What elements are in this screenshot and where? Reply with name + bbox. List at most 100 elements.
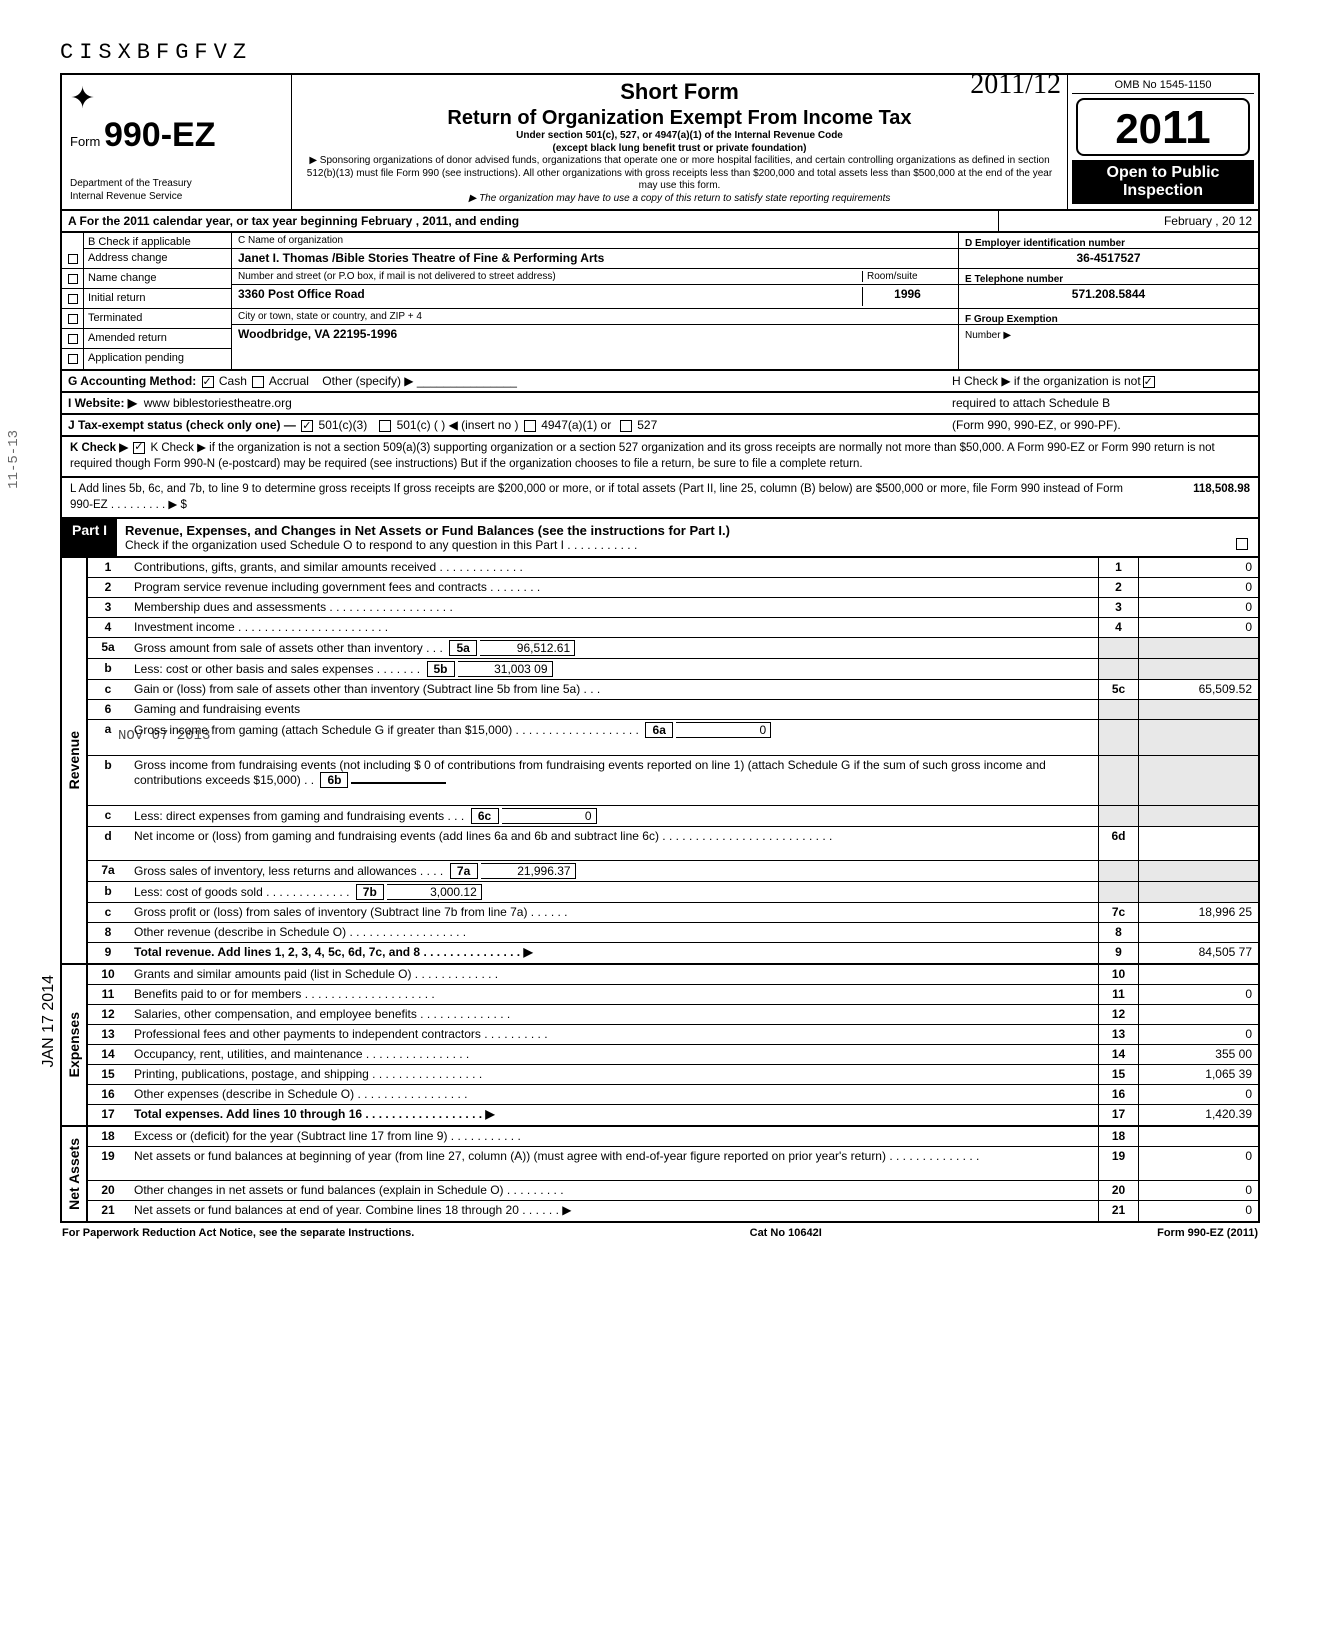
part-1-header: Part I Revenue, Expenses, and Changes in…	[60, 519, 1260, 558]
checkbox-501c3[interactable]	[301, 420, 313, 432]
form-number: 990-EZ	[104, 116, 216, 154]
line-5b-box	[1098, 659, 1138, 679]
f-label: F Group Exemption	[965, 314, 1058, 325]
line-19-desc: Net assets or fund balances at beginning…	[128, 1147, 1098, 1180]
part-1-label: Part I	[62, 519, 117, 556]
checkbox-initial-return[interactable]	[68, 294, 78, 304]
short-form-title: Short Form	[300, 79, 1059, 105]
line-6c-num: c	[88, 806, 128, 826]
line-1-desc: Contributions, gifts, grants, and simila…	[128, 558, 1098, 577]
line-16-box: 16	[1098, 1085, 1138, 1104]
line-8-box: 8	[1098, 923, 1138, 942]
form-header: ✦ Form 990-EZ Department of the Treasury…	[60, 73, 1260, 211]
line-13-box: 13	[1098, 1025, 1138, 1044]
org-address: 3360 Post Office Road	[238, 287, 862, 306]
line-i: I Website: ▶ www biblestoriestheatre.org…	[60, 393, 1260, 415]
line-20-desc: Other changes in net assets or fund bala…	[128, 1181, 1098, 1200]
other-specify: Other (specify) ▶	[322, 374, 413, 388]
line-15-val: 1,065 39	[1138, 1065, 1258, 1084]
line-1-num: 1	[88, 558, 128, 577]
line-21-num: 21	[88, 1201, 128, 1221]
line-19-num: 19	[88, 1147, 128, 1180]
org-room: 1996	[862, 287, 952, 306]
checkbox-name-change[interactable]	[68, 274, 78, 284]
header-sub4: ▶ The organization may have to use a cop…	[469, 193, 891, 204]
form-ref: (Form 990, 990-EZ, or 990-PF).	[952, 418, 1252, 432]
phone: 571.208.5844	[1072, 287, 1145, 301]
527-label: 527	[637, 418, 657, 432]
checkbox-4947[interactable]	[524, 420, 536, 432]
revenue-side-label: Revenue	[60, 558, 86, 965]
line-9-val: 84,505 77	[1138, 943, 1258, 963]
line-7a-val	[1138, 861, 1258, 881]
line-12-desc: Salaries, other compensation, and employ…	[128, 1005, 1098, 1024]
line-7a-box	[1098, 861, 1138, 881]
line-15-num: 15	[88, 1065, 128, 1084]
line-5b-desc: Less: cost or other basis and sales expe…	[128, 659, 1098, 679]
line-8-desc: Other revenue (describe in Schedule O) .…	[128, 923, 1098, 942]
checkbox-address-change[interactable]	[68, 254, 78, 264]
org-name: Janet I. Thomas /Bible Stories Theatre o…	[238, 251, 604, 266]
row-a-text: A For the 2011 calendar year, or tax yea…	[68, 214, 519, 228]
line-7b-desc: Less: cost of goods sold . . . . . . . .…	[128, 882, 1098, 902]
501c3-label: 501(c)(3)	[319, 418, 368, 432]
return-title: Return of Organization Exempt From Incom…	[300, 107, 1059, 130]
line-11-desc: Benefits paid to or for members . . . . …	[128, 985, 1098, 1004]
form-prefix: Form	[70, 134, 100, 149]
line-5a-num: 5a	[88, 638, 128, 658]
line-5b-val	[1138, 659, 1258, 679]
checkbox-k[interactable]	[133, 442, 145, 454]
line-6b-desc: Gross income from fundraising events (no…	[128, 756, 1098, 805]
footer-mid: Cat No 10642I	[750, 1227, 822, 1239]
line-7c-val: 18,996 25	[1138, 903, 1258, 922]
checkbox-terminated[interactable]	[68, 314, 78, 324]
label-terminated: Terminated	[84, 309, 231, 329]
checkbox-schedule-o[interactable]	[1236, 538, 1248, 550]
expenses-side-label: Expenses JAN 17 2014	[60, 965, 86, 1127]
i-label: I Website: ▶	[68, 396, 137, 410]
501c-label: 501(c) ( ) ◀ (insert no )	[397, 418, 519, 432]
line-3-val: 0	[1138, 598, 1258, 617]
e-label: E Telephone number	[965, 274, 1063, 285]
line-4-box: 4	[1098, 618, 1138, 637]
h-label: H Check ▶ if the organization is not	[952, 374, 1141, 388]
checkbox-501c[interactable]	[379, 420, 391, 432]
line-6d-box: 6d	[1098, 827, 1138, 860]
row-a-ending: February , 20 12	[998, 211, 1258, 231]
part-1-title: Revenue, Expenses, and Changes in Net As…	[125, 523, 1250, 538]
j-label: J Tax-exempt status (check only one) —	[68, 418, 296, 432]
line-21-val: 0	[1138, 1201, 1258, 1221]
line-7a-desc: Gross sales of inventory, less returns a…	[128, 861, 1098, 881]
checkbox-h[interactable]	[1143, 376, 1155, 388]
checkbox-527[interactable]	[620, 420, 632, 432]
line-15-box: 15	[1098, 1065, 1138, 1084]
footer-left: For Paperwork Reduction Act Notice, see …	[62, 1227, 414, 1239]
line-6-val	[1138, 700, 1258, 719]
line-5a-desc: Gross amount from sale of assets other t…	[128, 638, 1098, 658]
line-18-box: 18	[1098, 1127, 1138, 1146]
line-2-val: 0	[1138, 578, 1258, 597]
margin-handwriting: 11-5-13	[6, 430, 22, 489]
line-16-num: 16	[88, 1085, 128, 1104]
checkbox-amended[interactable]	[68, 334, 78, 344]
document-code: CISXBFGFVZ	[60, 40, 1260, 65]
open-public-1: Open to Public	[1074, 164, 1252, 182]
checkbox-app-pending[interactable]	[68, 354, 78, 364]
line-2-num: 2	[88, 578, 128, 597]
checkbox-accrual[interactable]	[252, 376, 264, 388]
line-6c-val	[1138, 806, 1258, 826]
line-14-desc: Occupancy, rent, utilities, and maintena…	[128, 1045, 1098, 1064]
line-k-text: K Check ▶ if the organization is not a s…	[70, 442, 1215, 470]
line-j: J Tax-exempt status (check only one) — 5…	[60, 415, 1260, 437]
ein: 36-4517527	[1076, 251, 1140, 265]
line-17-val: 1,420.39	[1138, 1105, 1258, 1125]
line-2-desc: Program service revenue including govern…	[128, 578, 1098, 597]
line-5a-val	[1138, 638, 1258, 658]
line-5c-num: c	[88, 680, 128, 699]
line-11-val: 0	[1138, 985, 1258, 1004]
c-label: C Name of organization	[238, 235, 343, 246]
line-6c-desc: Less: direct expenses from gaming and fu…	[128, 806, 1098, 826]
checkbox-cash[interactable]	[202, 376, 214, 388]
d-label: D Employer identification number	[965, 238, 1125, 249]
line-5c-val: 65,509.52	[1138, 680, 1258, 699]
